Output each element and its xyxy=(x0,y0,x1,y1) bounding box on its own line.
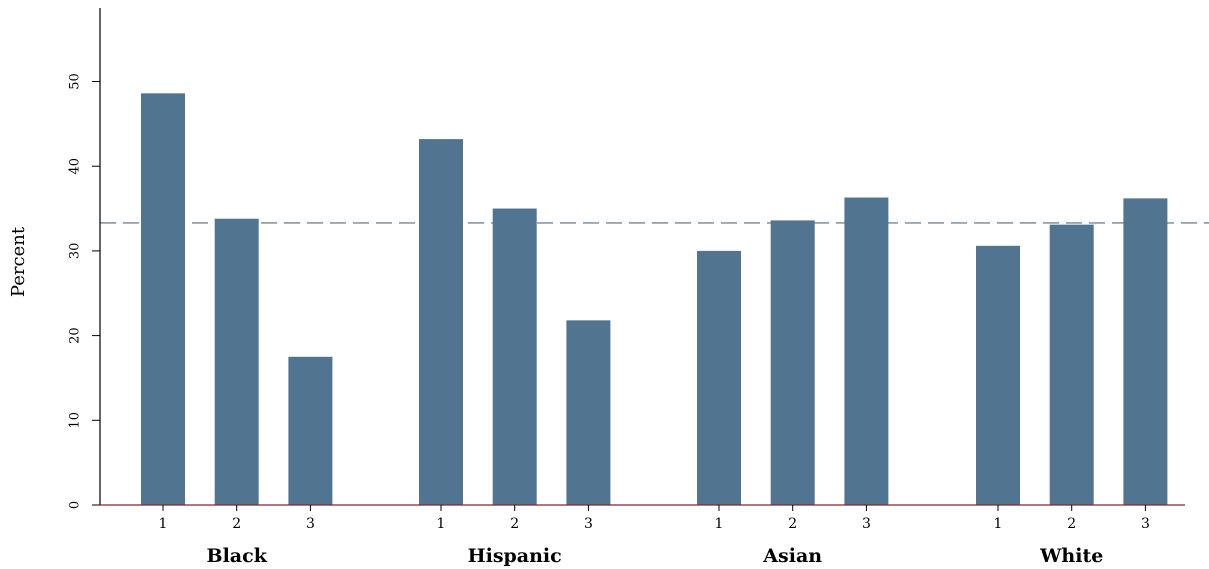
bar xyxy=(976,245,1020,505)
group-label: Hispanic xyxy=(468,545,562,567)
x-tick-label: 1 xyxy=(159,516,168,532)
x-tick-label: 1 xyxy=(437,516,446,532)
y-tick-label: 40 xyxy=(68,158,83,175)
bar xyxy=(141,93,185,505)
y-tick-label: 0 xyxy=(68,501,83,509)
x-tick-label: 1 xyxy=(994,516,1003,532)
bar xyxy=(419,139,463,505)
x-tick-label: 2 xyxy=(788,516,797,532)
bar xyxy=(1123,198,1168,506)
y-tick-label: 10 xyxy=(68,412,83,429)
y-tick-label: 50 xyxy=(68,73,83,90)
x-tick-label: 2 xyxy=(1067,516,1076,532)
x-tick-label: 3 xyxy=(1141,516,1150,532)
bar xyxy=(1049,224,1094,505)
bar xyxy=(697,250,741,505)
group-label: Asian xyxy=(762,545,822,567)
y-axis-label: Percent xyxy=(8,226,29,297)
y-tick-label: 30 xyxy=(68,243,83,260)
group-label: White xyxy=(1039,545,1103,567)
x-tick-label: 3 xyxy=(584,516,593,532)
x-tick-label: 3 xyxy=(862,516,871,532)
bar xyxy=(214,218,259,506)
x-tick-label: 3 xyxy=(306,516,315,532)
bar xyxy=(844,197,889,505)
x-tick-label: 2 xyxy=(232,516,241,532)
bar xyxy=(566,320,611,505)
x-tick-label: 2 xyxy=(510,516,519,532)
bar xyxy=(492,208,537,506)
x-tick-label: 1 xyxy=(715,516,724,532)
bar xyxy=(770,220,815,505)
group-label: Black xyxy=(207,545,268,567)
bar xyxy=(288,356,333,505)
y-tick-label: 20 xyxy=(68,327,83,344)
